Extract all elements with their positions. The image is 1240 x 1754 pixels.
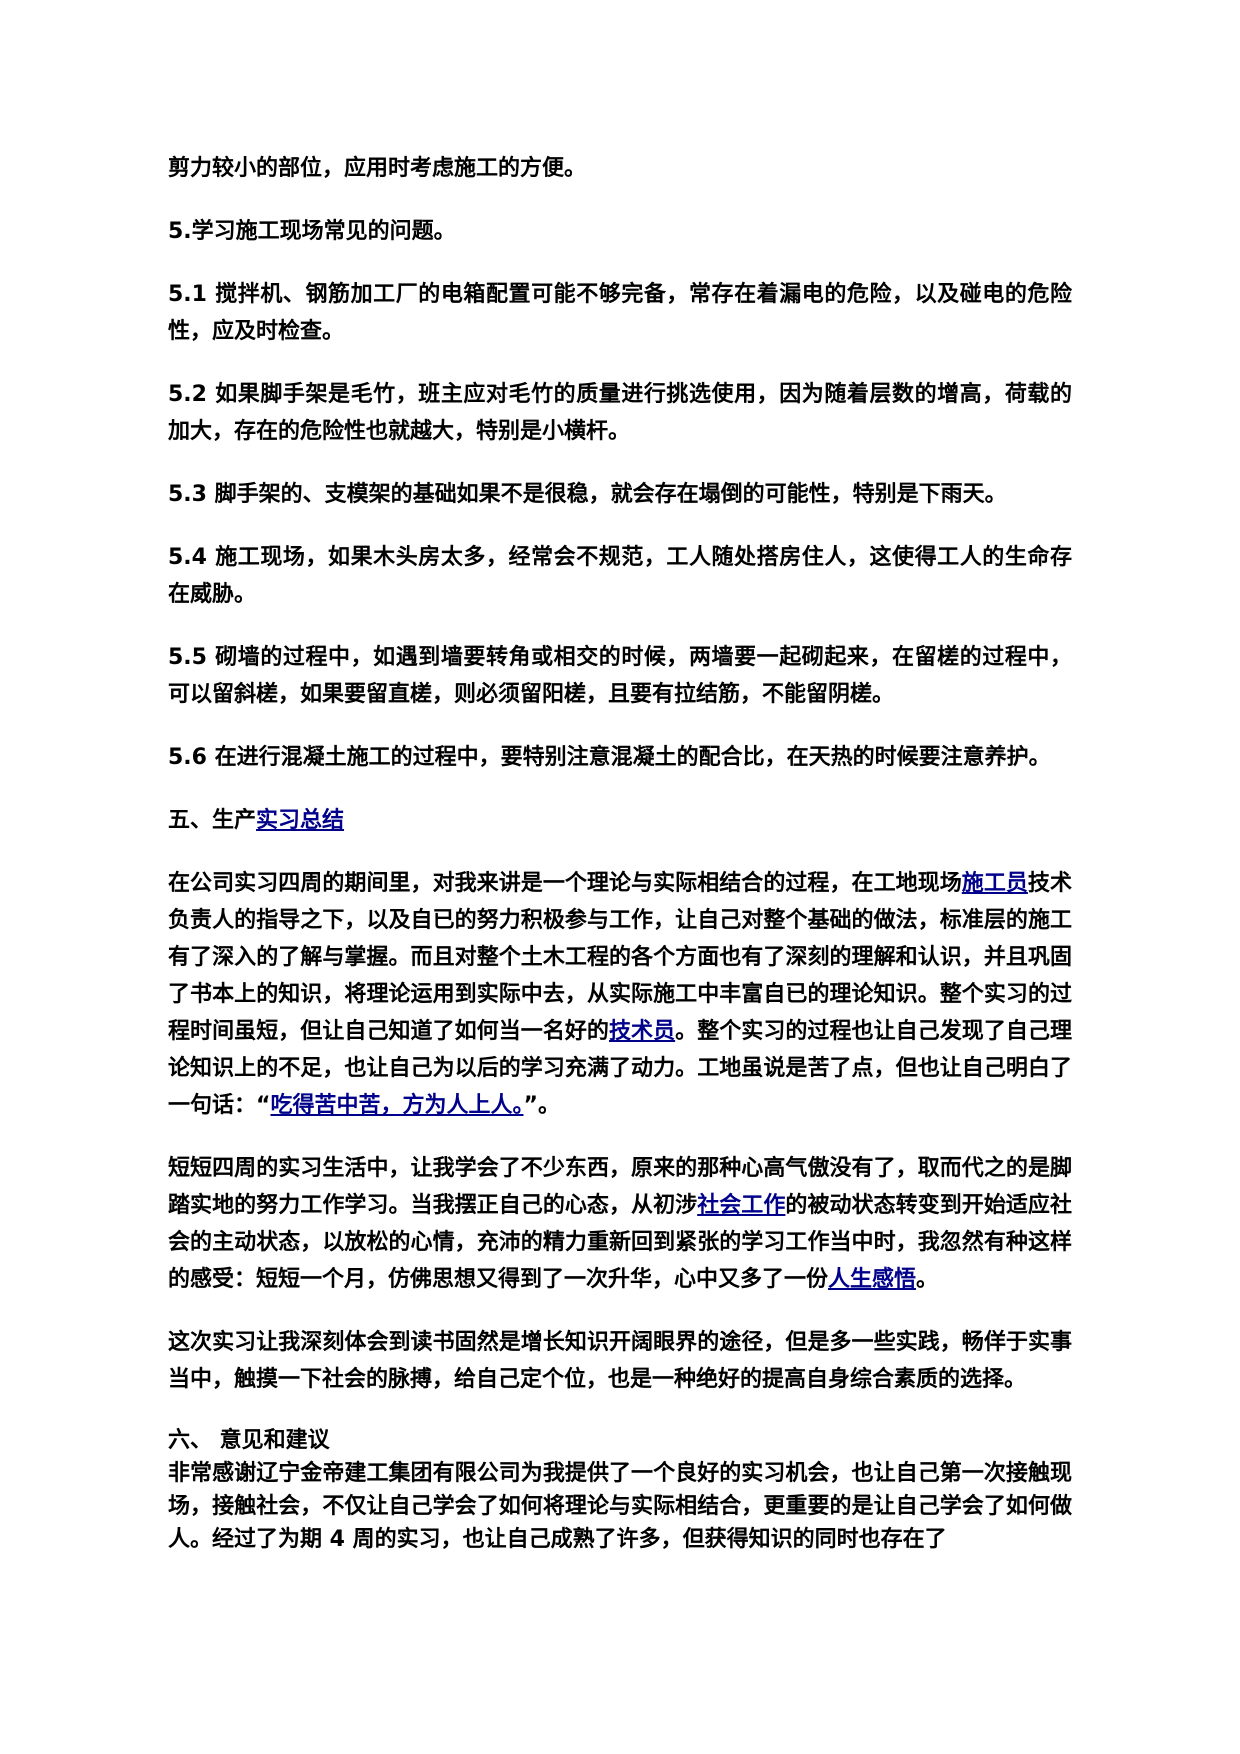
- para-5-5: 5.5 砌墙的过程中，如遇到墙要转角或相交的时候，两墙要一起砌起来，在留槎的过程…: [168, 639, 1072, 713]
- life-insight-link[interactable]: 人生感悟: [828, 1267, 917, 1292]
- heading-section-6-text-run-0: 六、 意见和建议: [168, 1428, 330, 1453]
- heading-section-6: 六、 意见和建议: [168, 1424, 1072, 1457]
- para-four-weeks-text-run-4: 。: [916, 1267, 939, 1292]
- para-5-6: 5.6 在进行混凝土施工的过程中，要特别注意混凝土的配合比，在天热的时候要注意养…: [168, 739, 1072, 776]
- para-5-heading-text-run-0: 5.学习施工现场常见的问题。: [168, 219, 456, 244]
- technician-link[interactable]: 技术员: [608, 1019, 676, 1044]
- para-5-3: 5.3 脚手架的、支模架的基础如果不是很稳，就会存在塌倒的可能性，特别是下雨天。: [168, 476, 1072, 513]
- proverb-link[interactable]: 吃得苦中苦，方为人上人。: [270, 1093, 524, 1118]
- para-5-1: 5.1 搅拌机、钢筋加工厂的电箱配置可能不够完备，常存在着漏电的危险，以及碰电的…: [168, 276, 1072, 350]
- document-body: 剪力较小的部位，应用时考虑施工的方便。 5.学习施工现场常见的问题。 5.1 搅拌机…: [168, 150, 1072, 1556]
- para-reading-practice: 这次实习让我深刻体会到读书固然是增长知识开阔眼界的途径，但是多一些实践，畅佯于实…: [168, 1324, 1072, 1398]
- para-5-heading: 5.学习施工现场常见的问题。: [168, 213, 1072, 250]
- para-four-weeks: 短短四周的实习生活中，让我学会了不少东西，原来的那种心高气傲没有了，取而代之的是…: [168, 1150, 1072, 1298]
- para-four-weeks-text-run-0: 短短四周的实习生活中，让我学会了不少东西，原来的那种心高气傲没有了，取而代之的是…: [168, 1156, 1072, 1218]
- para-5-4: 5.4 施工现场，如果木头房太多，经常会不规范，工人随处搭房住人，这使得工人的生…: [168, 539, 1072, 613]
- para-5-3-text-run-0: 5.3 脚手架的、支模架的基础如果不是很稳，就会存在塌倒的可能性，特别是下雨天。: [168, 482, 1007, 507]
- internship-summary-link[interactable]: 实习总结: [256, 808, 345, 833]
- heading-section-5-text-run-0: 五、生产: [168, 808, 257, 833]
- para-summary-main-text-run-4: 。整个实习的过程也让自己发现了自己理论知识上的不足，也让自己为以后的学习充满了动…: [168, 1019, 1072, 1118]
- para-thanks: 非常感谢辽宁金帝建工集团有限公司为我提供了一个良好的实习机会，也让自己第一次接触…: [168, 1457, 1072, 1556]
- para-summary-main-text-run-2: 技术负责人的指导之下，以及自已的努力积极参与工作，让自己对整个基础的做法，标准层…: [168, 871, 1072, 1044]
- para-reading-practice-text-run-0: 这次实习让我深刻体会到读书固然是增长知识开阔眼界的途径，但是多一些实践，畅佯于实…: [168, 1330, 1072, 1392]
- para-5-5-text-run-0: 5.5 砌墙的过程中，如遇到墙要转角或相交的时候，两墙要一起砌起来，在留槎的过程…: [168, 645, 1072, 707]
- social-work-link[interactable]: 社会工作: [697, 1193, 786, 1218]
- para-5-2-text-run-0: 5.2 如果脚手架是毛竹，班主应对毛竹的质量进行挑选使用，因为随着层数的增高，荷…: [168, 382, 1072, 444]
- para-summary-main-text-run-6: ”。: [523, 1093, 560, 1118]
- heading-section-5: 五、生产实习总结: [168, 802, 1072, 839]
- para-summary-main: 在公司实习四周的期间里，对我来讲是一个理论与实际相结合的过程，在工地现场施工员技…: [168, 865, 1072, 1124]
- para-5-6-text-run-0: 5.6 在进行混凝土施工的过程中，要特别注意混凝土的配合比，在天热的时候要注意养…: [168, 745, 1051, 770]
- para-5-1-text-run-0: 5.1 搅拌机、钢筋加工厂的电箱配置可能不够完备，常存在着漏电的危险，以及碰电的…: [168, 282, 1072, 344]
- para-5-2: 5.2 如果脚手架是毛竹，班主应对毛竹的质量进行挑选使用，因为随着层数的增高，荷…: [168, 376, 1072, 450]
- para-thanks-text-run-0: 非常感谢辽宁金帝建工集团有限公司为我提供了一个良好的实习机会，也让自己第一次接触…: [168, 1461, 1072, 1552]
- construction-worker-link[interactable]: 施工员: [961, 871, 1028, 896]
- para-summary-main-text-run-0: 在公司实习四周的期间里，对我来讲是一个理论与实际相结合的过程，在工地现场: [168, 871, 962, 896]
- para-shear-force: 剪力较小的部位，应用时考虑施工的方便。: [168, 150, 1072, 187]
- para-shear-force-text-run-0: 剪力较小的部位，应用时考虑施工的方便。: [168, 156, 587, 181]
- para-four-weeks-text-run-2: 的被动状态转变到开始适应社会的主动状态，以放松的心情，充沛的精力重新回到紧张的学…: [168, 1193, 1072, 1292]
- para-5-4-text-run-0: 5.4 施工现场，如果木头房太多，经常会不规范，工人随处搭房住人，这使得工人的生…: [168, 545, 1072, 607]
